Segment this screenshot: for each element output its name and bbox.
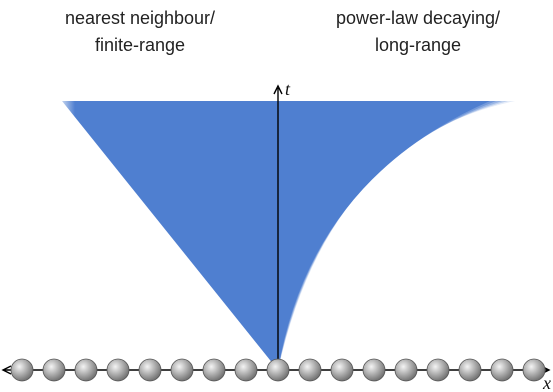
lattice-site xyxy=(203,359,225,381)
finite-range-cone xyxy=(62,101,278,370)
right-label-line: long-range xyxy=(375,35,461,55)
lattice-sites xyxy=(11,359,545,381)
lattice-site xyxy=(331,359,353,381)
lattice-site xyxy=(235,359,257,381)
lattice-site xyxy=(267,359,289,381)
left-label-line: nearest neighbour/ xyxy=(65,8,215,28)
lattice-site xyxy=(75,359,97,381)
long-range-cone xyxy=(278,101,515,370)
lattice-site xyxy=(363,359,385,381)
lattice-site xyxy=(491,359,513,381)
right-label-line: power-law decaying/ xyxy=(336,8,500,28)
lattice-site xyxy=(107,359,129,381)
lattice-site xyxy=(171,359,193,381)
lattice-site xyxy=(11,359,33,381)
lattice-site xyxy=(395,359,417,381)
lattice-site xyxy=(43,359,65,381)
lattice-site xyxy=(299,359,321,381)
diagram: nearest neighbour/ finite-range power-la… xyxy=(0,0,553,392)
lattice-site xyxy=(523,359,545,381)
lattice-site xyxy=(459,359,481,381)
lattice-site xyxy=(427,359,449,381)
left-label-line: finite-range xyxy=(95,35,185,55)
time-axis-label: t xyxy=(285,79,291,99)
lattice-site xyxy=(139,359,161,381)
